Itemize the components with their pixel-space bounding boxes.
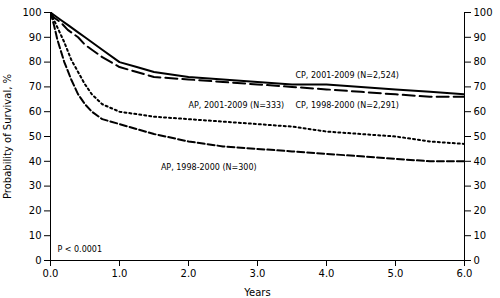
svg-text:Probability of Survival, %: Probability of Survival, % — [2, 74, 13, 199]
svg-text:AP, 2001-2009 (N=333): AP, 2001-2009 (N=333) — [189, 101, 285, 110]
svg-text:30: 30 — [29, 180, 42, 191]
svg-text:80: 80 — [474, 56, 487, 67]
svg-text:AP, 1998-2000 (N=300): AP, 1998-2000 (N=300) — [161, 163, 257, 172]
svg-text:100: 100 — [474, 7, 493, 18]
svg-text:80: 80 — [29, 56, 42, 67]
svg-text:20: 20 — [29, 205, 42, 216]
svg-text:90: 90 — [474, 32, 487, 43]
svg-text:6.0: 6.0 — [457, 268, 473, 279]
svg-text:P < 0.0001: P < 0.0001 — [57, 245, 102, 254]
svg-text:100: 100 — [22, 7, 41, 18]
svg-text:0.0: 0.0 — [43, 268, 59, 279]
svg-text:50: 50 — [29, 131, 42, 142]
svg-text:30: 30 — [474, 180, 487, 191]
svg-text:10: 10 — [29, 230, 42, 241]
svg-text:50: 50 — [474, 131, 487, 142]
svg-text:5.0: 5.0 — [388, 268, 404, 279]
svg-text:0: 0 — [474, 255, 480, 266]
svg-text:0: 0 — [35, 255, 41, 266]
svg-text:90: 90 — [29, 32, 42, 43]
svg-text:3.0: 3.0 — [250, 268, 266, 279]
svg-text:CP, 2001-2009 (N=2,524): CP, 2001-2009 (N=2,524) — [295, 71, 398, 80]
svg-text:70: 70 — [29, 81, 42, 92]
svg-text:40: 40 — [29, 156, 42, 167]
svg-text:40: 40 — [474, 156, 487, 167]
svg-text:4.0: 4.0 — [319, 268, 335, 279]
svg-text:2.0: 2.0 — [181, 268, 197, 279]
svg-text:10: 10 — [474, 230, 487, 241]
svg-text:20: 20 — [474, 205, 487, 216]
svg-text:60: 60 — [29, 106, 42, 117]
svg-text:1.0: 1.0 — [112, 268, 128, 279]
svg-text:60: 60 — [474, 106, 487, 117]
svg-text:CP, 1998-2000 (N=2,291): CP, 1998-2000 (N=2,291) — [295, 101, 398, 110]
svg-text:Years: Years — [243, 287, 270, 298]
svg-text:70: 70 — [474, 81, 487, 92]
